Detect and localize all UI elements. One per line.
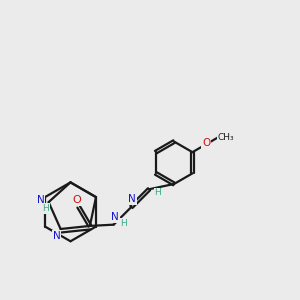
Text: O: O	[202, 138, 211, 148]
Text: N: N	[52, 231, 60, 241]
Text: H: H	[120, 219, 127, 228]
Text: N: N	[37, 195, 44, 206]
Text: CH₃: CH₃	[218, 133, 235, 142]
Text: O: O	[73, 195, 82, 206]
Text: N: N	[111, 212, 119, 222]
Text: H: H	[43, 204, 49, 213]
Text: N: N	[128, 194, 136, 204]
Text: H: H	[154, 188, 161, 197]
